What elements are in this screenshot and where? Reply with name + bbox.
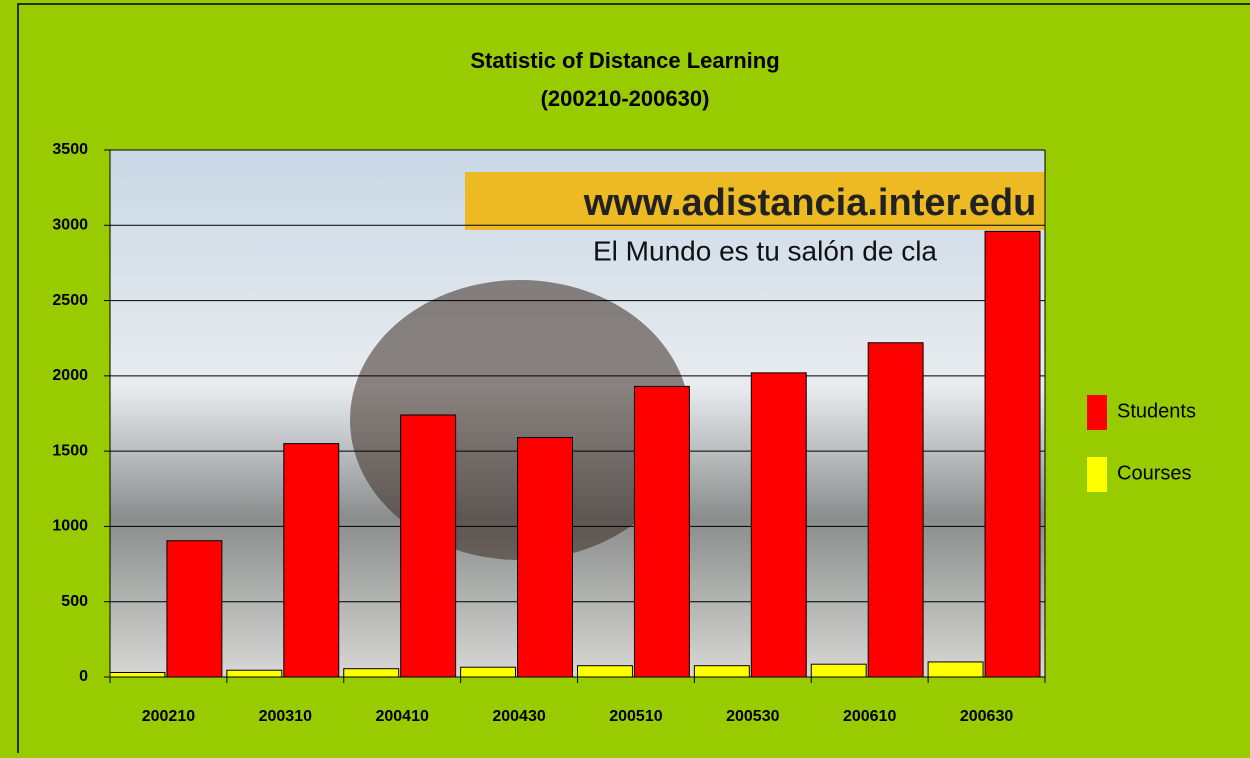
chart-subtitle: (200210-200630) bbox=[541, 86, 710, 111]
y-tick-label: 3500 bbox=[52, 141, 88, 158]
bar bbox=[985, 231, 1040, 677]
page: www.adistancia.inter.edu El Mundo es tu … bbox=[0, 0, 1250, 753]
bar bbox=[227, 670, 282, 677]
x-tick-label: 200210 bbox=[142, 708, 195, 725]
banner-slogan: El Mundo es tu salón de cla bbox=[593, 235, 937, 266]
chart: www.adistancia.inter.edu El Mundo es tu … bbox=[0, 0, 1250, 753]
x-tick-label: 200530 bbox=[726, 708, 779, 725]
bar bbox=[634, 386, 689, 677]
x-tick-label: 200410 bbox=[375, 708, 428, 725]
x-tick-label: 200510 bbox=[609, 708, 662, 725]
bar bbox=[751, 373, 806, 677]
x-tick-label: 200630 bbox=[960, 708, 1013, 725]
bar bbox=[401, 415, 456, 677]
chart-title: Statistic of Distance Learning bbox=[470, 48, 779, 73]
legend-label: Students bbox=[1117, 400, 1196, 422]
y-tick-label: 0 bbox=[79, 668, 88, 685]
y-tick-label: 1500 bbox=[52, 442, 88, 459]
bar bbox=[344, 669, 399, 677]
y-tick-label: 2500 bbox=[52, 292, 88, 309]
x-tick-label: 200430 bbox=[492, 708, 545, 725]
y-tick-label: 3000 bbox=[52, 217, 88, 234]
y-tick-label: 1000 bbox=[52, 518, 88, 535]
bar bbox=[284, 444, 339, 677]
bar bbox=[110, 672, 165, 677]
bar bbox=[928, 662, 983, 677]
bar bbox=[518, 438, 573, 677]
y-tick-label: 2000 bbox=[52, 367, 88, 384]
bar bbox=[578, 666, 633, 677]
y-tick-label: 500 bbox=[61, 593, 88, 610]
legend-swatch bbox=[1087, 457, 1107, 492]
legend-swatch bbox=[1087, 395, 1107, 430]
bar bbox=[868, 343, 923, 677]
banner-url: www.adistancia.inter.edu bbox=[583, 182, 1037, 224]
x-tick-label: 200610 bbox=[843, 708, 896, 725]
bar bbox=[167, 541, 222, 677]
bar bbox=[694, 666, 749, 677]
legend-label: Courses bbox=[1117, 462, 1191, 484]
bar bbox=[461, 667, 516, 677]
x-tick-label: 200310 bbox=[259, 708, 312, 725]
bar bbox=[811, 664, 866, 677]
